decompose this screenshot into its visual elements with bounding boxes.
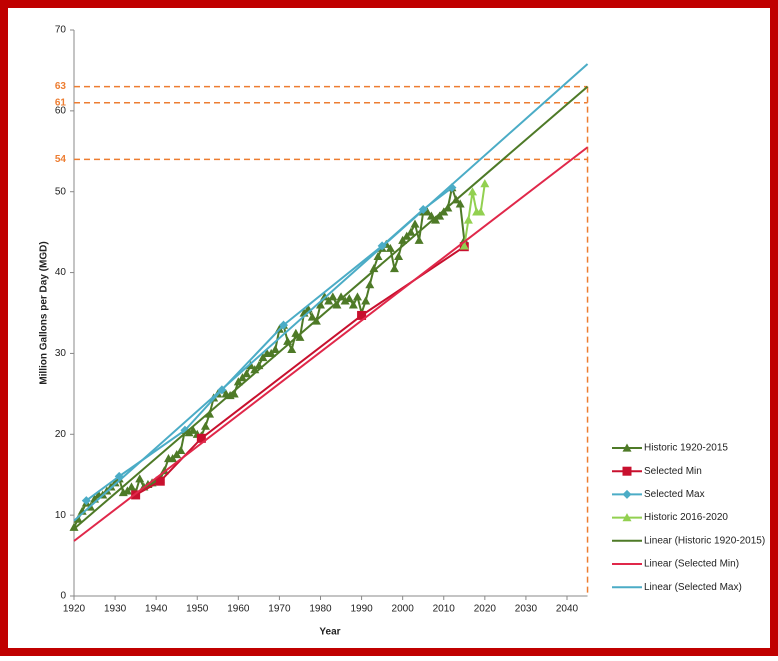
reference-label: 54 bbox=[55, 154, 67, 165]
legend-label: Linear (Selected Max) bbox=[644, 582, 742, 593]
y-axis-title: Million Gallons per Day (MGD) bbox=[39, 241, 50, 384]
y-tick-label: 0 bbox=[60, 591, 66, 602]
page: {"chart_data": {"type": "line", "xlabel"… bbox=[0, 0, 778, 661]
x-tick-label: 2020 bbox=[474, 604, 497, 615]
x-tick-label: 2030 bbox=[515, 604, 538, 615]
legend-label: Linear (Selected Min) bbox=[644, 559, 739, 570]
y-tick-label: 20 bbox=[55, 429, 67, 440]
y-tick-label: 70 bbox=[55, 25, 67, 36]
y-tick-label: 50 bbox=[55, 186, 67, 197]
y-tick-label: 40 bbox=[55, 267, 67, 278]
legend-label: Historic 1920-2015 bbox=[644, 443, 728, 454]
x-tick-label: 1990 bbox=[350, 604, 373, 615]
x-tick-label: 1920 bbox=[63, 604, 86, 615]
legend-label: Selected Max bbox=[644, 489, 705, 500]
frame bbox=[4, 4, 774, 652]
reference-label: 61 bbox=[55, 97, 67, 108]
x-tick-label: 1980 bbox=[309, 604, 332, 615]
x-axis-title: Year bbox=[319, 627, 340, 638]
chart: Year Million Gallons per Day (MGD) 0 10 20… bbox=[0, 0, 778, 656]
x-tick-label: 1960 bbox=[227, 604, 250, 615]
y-tick-label: 10 bbox=[55, 510, 67, 521]
x-tick-label: 2010 bbox=[433, 604, 456, 615]
y-tick-label: 30 bbox=[55, 348, 67, 359]
x-tick-label: 2040 bbox=[556, 604, 579, 615]
reference-label: 63 bbox=[55, 81, 67, 92]
x-tick-label: 1950 bbox=[186, 604, 209, 615]
x-tick-label: 1940 bbox=[145, 604, 168, 615]
x-tick-label: 1970 bbox=[268, 604, 291, 615]
marker-square bbox=[623, 467, 632, 476]
x-tick-label: 2000 bbox=[392, 604, 415, 615]
legend-label: Historic 2016-2020 bbox=[644, 512, 728, 523]
x-tick-label: 1930 bbox=[104, 604, 127, 615]
legend-label: Selected Min bbox=[644, 466, 702, 477]
legend-label: Linear (Historic 1920-2015) bbox=[644, 535, 765, 546]
